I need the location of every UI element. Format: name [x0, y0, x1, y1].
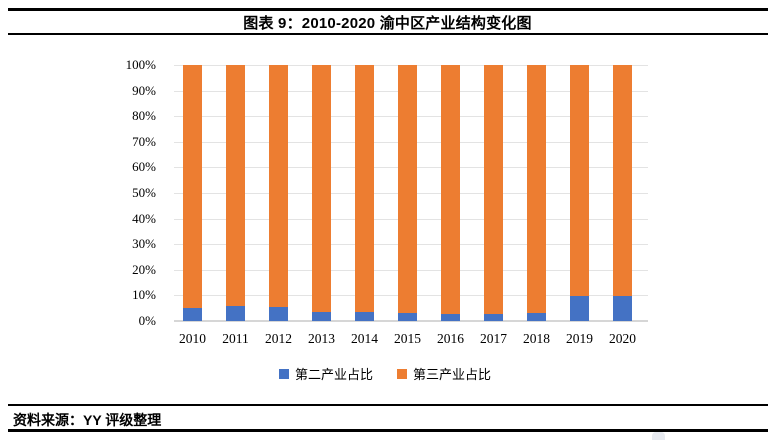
bar-segment-secondary [570, 296, 589, 321]
bar-group-2013 [312, 65, 331, 321]
bar-segment-tertiary [312, 65, 331, 312]
y-tick-label: 20% [132, 261, 156, 277]
x-tick-label: 2019 [566, 331, 593, 346]
bar-segment-tertiary [269, 65, 288, 308]
bottom-rule [8, 429, 768, 432]
bar-segment-tertiary [441, 65, 460, 314]
bar-group-2019 [570, 65, 589, 321]
y-tick-label: 30% [132, 236, 156, 252]
y-tick-label: 60% [132, 159, 156, 175]
bar-segment-tertiary [570, 65, 589, 297]
title-divider [8, 33, 768, 35]
x-axis-baseline [174, 320, 648, 322]
x-tick-label: 2018 [523, 331, 550, 346]
bar-segment-secondary [527, 312, 546, 321]
bar-group-2012 [269, 65, 288, 321]
bar-segment-secondary [269, 307, 288, 321]
bar-segment-tertiary [527, 65, 546, 313]
top-rule [8, 8, 768, 11]
bar-group-2020 [613, 65, 632, 321]
bar-group-2016 [441, 65, 460, 321]
bar-group-2010 [183, 65, 202, 321]
bar-segment-secondary [484, 313, 503, 321]
bar-group-2017 [484, 65, 503, 321]
bar-segment-tertiary [226, 65, 245, 307]
y-tick-label: 40% [132, 210, 156, 226]
bar-segment-secondary [613, 295, 632, 321]
bar-segment-tertiary [398, 65, 417, 314]
y-tick-label: 0% [138, 313, 156, 328]
scrollbar-artifact [652, 432, 665, 440]
y-tick-label: 50% [132, 185, 156, 200]
legend-item-secondary: 第二产业占比 [278, 364, 373, 383]
x-tick-label: 2020 [609, 331, 636, 346]
x-tick-label: 2015 [394, 331, 421, 346]
chart-legend: 第二产业占比 第三产业占比 [115, 364, 655, 383]
bar-segment-secondary [355, 311, 374, 321]
legend-swatch-icon [397, 368, 407, 379]
bar-group-2015 [398, 65, 417, 321]
legend-label: 第二产业占比 [294, 368, 373, 383]
y-tick-label: 80% [132, 108, 156, 124]
x-tick-label: 2014 [351, 331, 378, 346]
x-tick-label: 2011 [222, 331, 249, 346]
x-tick-label: 2013 [308, 331, 335, 346]
chart-title: 图表 9：2010-2020 渝中区产业结构变化图 [243, 15, 532, 32]
bar-group-2014 [355, 65, 374, 321]
bar-group-2018 [527, 65, 546, 321]
source-note: 资料来源：YY 评级整理 [13, 412, 162, 428]
bar-segment-secondary [441, 313, 460, 321]
bar-segment-tertiary [355, 65, 374, 312]
legend-swatch-icon [278, 368, 289, 379]
y-tick-label: 70% [132, 133, 156, 149]
x-tick-label: 2016 [437, 331, 464, 346]
bar-segment-tertiary [484, 65, 503, 314]
x-tick-label: 2012 [265, 331, 292, 346]
stacked-bar-chart: 0% 10% 20% 30% 40% 50% 60% 70% 80% 90% 100% 2010 20… [115, 57, 655, 383]
legend-item-tertiary: 第三产业占比 [397, 364, 491, 383]
y-tick-label: 90% [132, 82, 156, 98]
bar-segment-secondary [183, 307, 202, 321]
legend-label: 第三产业占比 [413, 368, 492, 383]
bar-segment-secondary [312, 311, 331, 321]
footer-divider [8, 404, 768, 406]
bar-segment-secondary [226, 306, 245, 321]
y-tick-label: 100% [125, 57, 156, 72]
bar-segment-secondary [398, 313, 417, 321]
bar-segment-tertiary [183, 65, 202, 308]
bar-segment-tertiary [613, 65, 632, 296]
y-tick-label: 10% [132, 287, 156, 303]
x-tick-label: 2010 [179, 331, 206, 346]
bar-group-2011 [226, 65, 245, 321]
x-tick-label: 2017 [480, 331, 507, 346]
